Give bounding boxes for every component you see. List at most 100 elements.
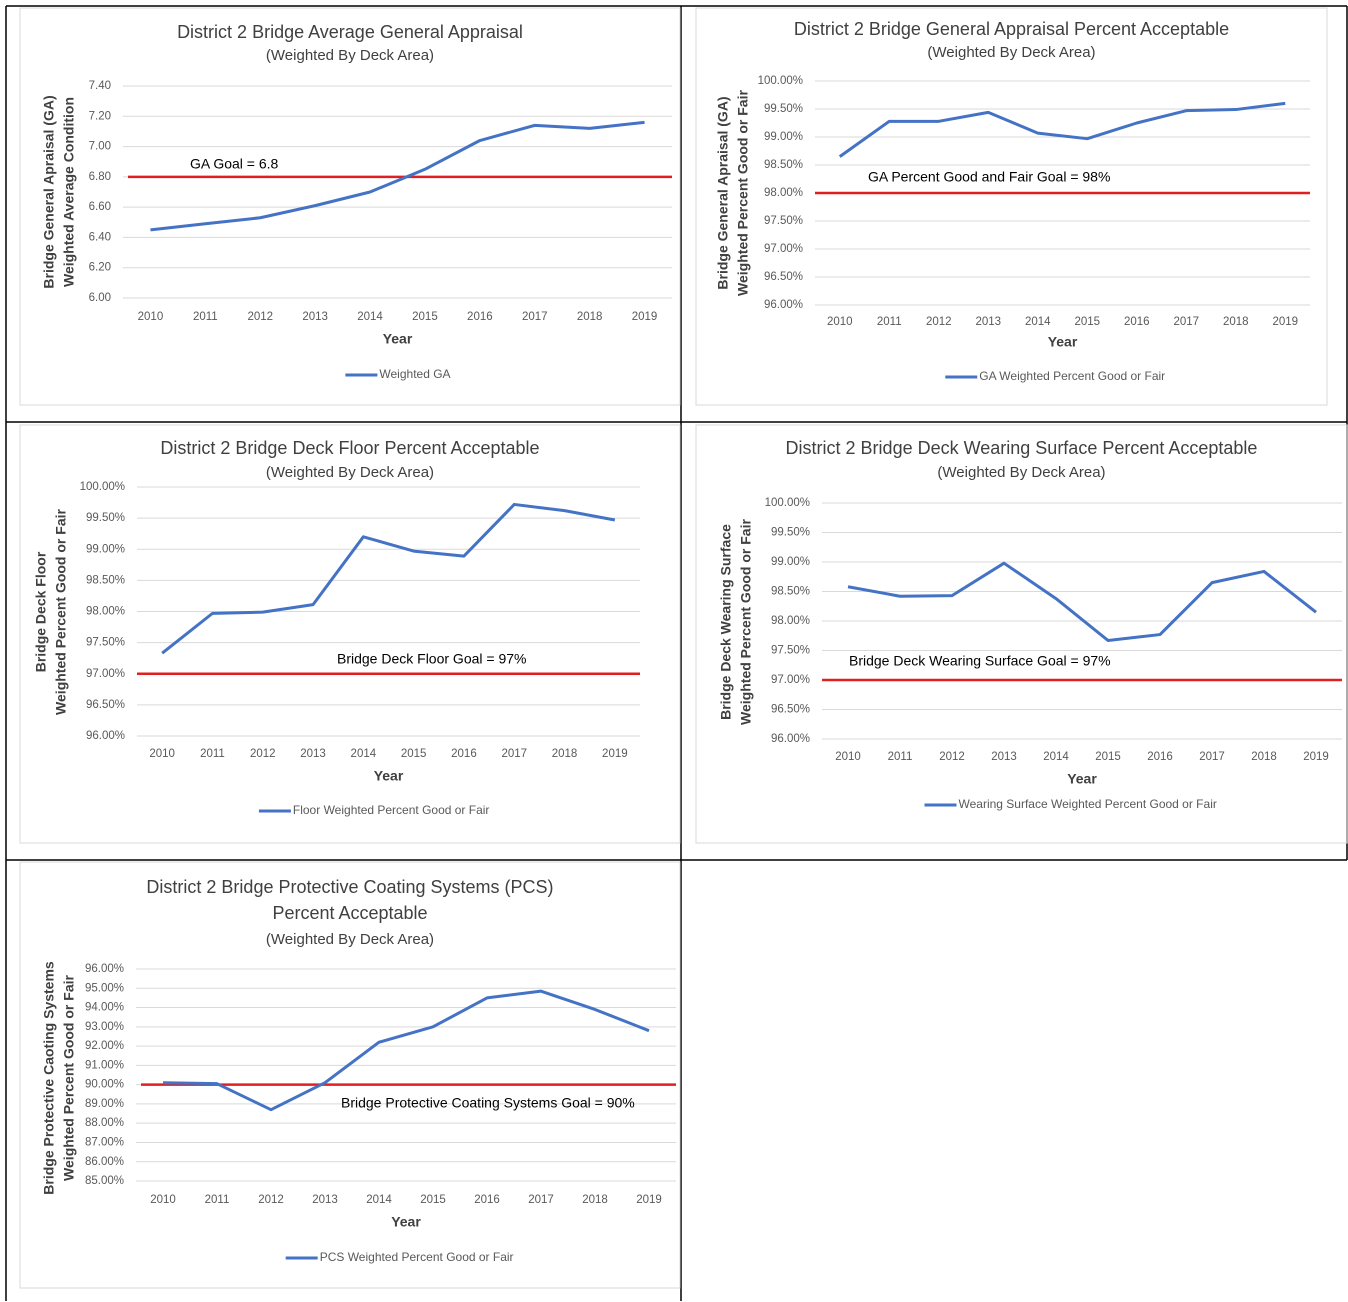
x-tick-label: 2018 [552, 748, 578, 760]
y-tick-label: 97.50% [771, 645, 810, 657]
x-tick-label: 2013 [302, 311, 328, 323]
y-tick-label: 99.00% [771, 556, 810, 568]
y-axis-label: Bridge Deck Floor [33, 551, 49, 672]
x-tick-label: 2014 [357, 311, 383, 323]
x-tick-label: 2016 [1124, 316, 1150, 328]
table-borders [5, 5, 1348, 1301]
y-tick-label: 96.00% [85, 963, 124, 975]
data-line [150, 120, 645, 232]
y-tick-label: 95.00% [85, 982, 124, 994]
y-axis-label: Bridge General Apraisal (GA) [41, 95, 57, 288]
goal-label: Bridge Protective Coating Systems Goal =… [341, 1095, 635, 1111]
chart-subtitle: (Weighted By Deck Area) [266, 47, 434, 64]
y-tick-label: 96.00% [771, 733, 810, 745]
x-tick-label: 2016 [1147, 751, 1173, 763]
x-tick-label: 2018 [1223, 316, 1249, 328]
y-tick-label: 7.40 [89, 80, 111, 92]
y-tick-label: 99.50% [771, 527, 810, 539]
x-tick-label: 2017 [522, 311, 548, 323]
x-tick-label: 2010 [835, 751, 861, 763]
y-tick-label: 7.00 [89, 141, 111, 153]
x-tick-label: 2015 [412, 311, 438, 323]
x-tick-label: 2018 [582, 1194, 608, 1206]
y-tick-label: 6.40 [89, 231, 111, 243]
y-tick-label: 99.50% [86, 512, 125, 524]
y-tick-label: 88.00% [85, 1117, 124, 1129]
x-tick-label: 2019 [632, 311, 658, 323]
x-tick-label: 2013 [991, 751, 1017, 763]
y-tick-label: 97.50% [86, 637, 125, 649]
legend-label: Floor Weighted Percent Good or Fair [293, 803, 490, 817]
y-tick-label: 98.00% [771, 615, 810, 627]
y-axis-label: Weighted Percent Good or Fair [53, 509, 69, 715]
chart-subtitle: (Weighted By Deck Area) [927, 44, 1095, 61]
x-tick-label: 2010 [138, 311, 164, 323]
x-axis-label: Year [391, 1214, 421, 1230]
y-tick-label: 98.50% [764, 159, 803, 171]
y-tick-label: 100.00% [80, 481, 125, 493]
y-axis-label: Bridge General Apraisal (GA) [715, 96, 731, 289]
y-tick-label: 98.50% [86, 574, 125, 586]
x-tick-label: 2014 [1025, 316, 1051, 328]
x-tick-label: 2011 [877, 316, 902, 328]
x-tick-label: 2010 [149, 748, 175, 760]
y-axis-label: Weighted Percent Good or Fair [735, 90, 751, 296]
y-axis-label: Weighted Average Condition [61, 97, 77, 287]
goal-label: GA Goal = 6.8 [190, 156, 279, 172]
x-tick-label: 2018 [1251, 751, 1277, 763]
x-tick-label: 2016 [451, 748, 477, 760]
y-tick-label: 97.00% [86, 668, 125, 680]
chart-frame [695, 424, 1348, 844]
x-tick-label: 2012 [258, 1194, 284, 1206]
x-tick-label: 2013 [975, 316, 1001, 328]
x-tick-label: 2019 [602, 748, 628, 760]
x-tick-label: 2015 [1074, 316, 1100, 328]
y-tick-label: 91.00% [85, 1059, 124, 1071]
x-tick-label: 2017 [1173, 316, 1199, 328]
chart-title: District 2 Bridge Deck Wearing Surface P… [786, 438, 1258, 458]
y-axis-label: Bridge Deck Wearing Surface [718, 524, 734, 720]
chart-title: Percent Acceptable [272, 903, 427, 923]
chart-subtitle: (Weighted By Deck Area) [266, 931, 434, 948]
chart-frame [19, 424, 681, 844]
x-tick-label: 2013 [312, 1194, 338, 1206]
data-line [838, 101, 1286, 158]
y-tick-label: 6.60 [89, 201, 111, 213]
y-tick-label: 94.00% [85, 1002, 124, 1014]
x-tick-label: 2011 [200, 748, 225, 760]
y-tick-label: 96.50% [771, 704, 810, 716]
y-tick-label: 96.50% [764, 271, 803, 283]
x-tick-label: 2011 [205, 1194, 230, 1206]
chart-subtitle: (Weighted By Deck Area) [266, 464, 434, 481]
y-axis-label: Weighted Percent Good or Fair [61, 975, 77, 1181]
y-tick-label: 93.00% [85, 1021, 124, 1033]
x-tick-label: 2016 [474, 1194, 500, 1206]
legend-label: Wearing Surface Weighted Percent Good or… [959, 797, 1217, 811]
chart-frame [695, 7, 1328, 406]
chart-frame [19, 7, 681, 406]
x-tick-label: 2015 [1095, 751, 1121, 763]
x-tick-label: 2019 [1272, 316, 1298, 328]
x-tick-label: 2012 [939, 751, 965, 763]
x-tick-label: 2015 [401, 748, 427, 760]
x-tick-label: 2017 [501, 748, 527, 760]
y-tick-label: 99.00% [764, 131, 803, 143]
x-tick-label: 2017 [1199, 751, 1225, 763]
legend-label: GA Weighted Percent Good or Fair [979, 369, 1165, 383]
y-tick-label: 86.00% [85, 1156, 124, 1168]
x-tick-label: 2018 [577, 311, 603, 323]
x-tick-label: 2015 [420, 1194, 446, 1206]
y-tick-label: 96.00% [764, 299, 803, 311]
y-tick-label: 92.00% [85, 1040, 124, 1052]
y-tick-label: 89.00% [85, 1098, 124, 1110]
chart-title: District 2 Bridge General Appraisal Perc… [794, 19, 1229, 39]
y-tick-label: 85.00% [85, 1175, 124, 1187]
x-tick-label: 2010 [150, 1194, 176, 1206]
y-tick-label: 97.00% [764, 243, 803, 255]
y-tick-label: 100.00% [765, 497, 810, 509]
x-tick-label: 2013 [300, 748, 326, 760]
y-tick-label: 87.00% [85, 1136, 124, 1148]
y-tick-label: 6.80 [89, 171, 111, 183]
x-tick-label: 2017 [528, 1194, 554, 1206]
